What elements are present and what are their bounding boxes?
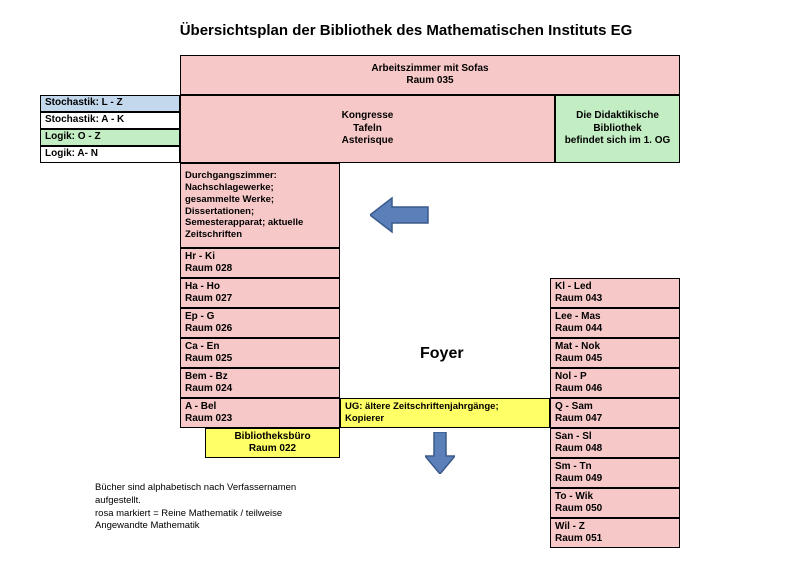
legend-stochastik-lz: Stochastik: L - Z (40, 95, 180, 112)
room-biblioteksbuero: Bibliotheksbüro Raum 022 (205, 428, 340, 458)
room-kongresse: Kongresse Tafeln Asterisque (180, 95, 555, 163)
arbeitszimmer-line1: Arbeitszimmer mit Sofas (371, 63, 488, 76)
legend-r2-text: Stochastik: A - K (45, 114, 124, 127)
legend-r3-text: Logik: O - Z (45, 131, 101, 144)
left-room-number: Raum 024 (185, 383, 232, 396)
room-didaktik: Die Didaktikische Bibliothek befindet si… (555, 95, 680, 163)
arrow-down-icon (425, 432, 455, 474)
footnote-l1: Bücher sind alphabetisch nach Verfassern… (95, 482, 296, 495)
legend-logik-oz: Logik: O - Z (40, 129, 180, 146)
right-room-range: San - Sl (555, 431, 592, 444)
room-arbeitszimmer: Arbeitszimmer mit Sofas Raum 035 (180, 55, 680, 95)
right-room-5: San - SlRaum 048 (550, 428, 680, 458)
ug-l2: Kopierer (345, 413, 384, 425)
biblio-l2: Raum 022 (249, 443, 296, 456)
legend-r4-text: Logik: A- N (45, 148, 98, 161)
left-room-number: Raum 025 (185, 353, 232, 366)
didaktik-l1: Die Didaktikische (576, 110, 659, 123)
right-room-number: Raum 050 (555, 503, 602, 516)
legend-r1-text: Stochastik: L - Z (45, 97, 123, 110)
didaktik-l2: Bibliothek (593, 123, 641, 136)
arrow-left-icon (370, 195, 430, 235)
right-room-number: Raum 045 (555, 353, 602, 366)
durchgang-l2: Nachschlagewerke; (185, 182, 274, 194)
room-ug: UG: ältere Zeitschriftenjahrgänge; Kopie… (340, 398, 550, 428)
right-room-0: Kl - LedRaum 043 (550, 278, 680, 308)
left-room-1: Ha - HoRaum 027 (180, 278, 340, 308)
kongresse-l3: Asterisque (342, 135, 394, 148)
left-room-number: Raum 023 (185, 413, 232, 426)
right-room-3: Nol - PRaum 046 (550, 368, 680, 398)
left-room-3: Ca - EnRaum 025 (180, 338, 340, 368)
biblio-l1: Bibliotheksbüro (234, 431, 310, 444)
right-room-range: Kl - Led (555, 281, 592, 294)
right-room-number: Raum 046 (555, 383, 602, 396)
right-room-number: Raum 047 (555, 413, 602, 426)
left-room-range: Hr - Ki (185, 251, 215, 264)
arbeitszimmer-line2: Raum 035 (406, 75, 453, 88)
ug-l1: UG: ältere Zeitschriftenjahrgänge; (345, 401, 499, 413)
durchgang-l3: gesammelte Werke; (185, 194, 274, 206)
legend-logik-an: Logik: A- N (40, 146, 180, 163)
left-room-range: Ha - Ho (185, 281, 220, 294)
right-room-range: To - Wik (555, 491, 593, 504)
right-room-2: Mat - NokRaum 045 (550, 338, 680, 368)
right-room-number: Raum 048 (555, 443, 602, 456)
right-room-number: Raum 051 (555, 533, 602, 546)
right-room-range: Mat - Nok (555, 341, 600, 354)
durchgang-l1: Durchgangszimmer: (185, 170, 277, 182)
right-room-number: Raum 049 (555, 473, 602, 486)
right-room-range: Lee - Mas (555, 311, 601, 324)
right-room-number: Raum 043 (555, 293, 602, 306)
right-room-range: Wil - Z (555, 521, 585, 534)
room-durchgang: Durchgangszimmer: Nachschlagewerke; gesa… (180, 163, 340, 248)
left-room-range: Bem - Bz (185, 371, 228, 384)
right-room-range: Sm - Tn (555, 461, 592, 474)
left-room-range: A - Bel (185, 401, 216, 414)
durchgang-l4: Dissertationen; (185, 206, 254, 218)
left-room-range: Ep - G (185, 311, 214, 324)
left-room-number: Raum 028 (185, 263, 232, 276)
left-room-2: Ep - GRaum 026 (180, 308, 340, 338)
footnote-l2: aufgestellt. (95, 495, 296, 508)
left-room-range: Ca - En (185, 341, 219, 354)
right-room-number: Raum 044 (555, 323, 602, 336)
left-room-0: Hr - KiRaum 028 (180, 248, 340, 278)
page-title: Übersichtsplan der Bibliothek des Mathem… (0, 22, 812, 39)
kongresse-l2: Tafeln (353, 123, 382, 136)
left-room-number: Raum 026 (185, 323, 232, 336)
durchgang-l6: Zeitschriften (185, 229, 242, 241)
footnote-l4: Angewandte Mathematik (95, 520, 296, 533)
right-room-6: Sm - TnRaum 049 (550, 458, 680, 488)
left-room-5: A - BelRaum 023 (180, 398, 340, 428)
foyer-label: Foyer (420, 345, 464, 363)
right-room-7: To - WikRaum 050 (550, 488, 680, 518)
left-room-number: Raum 027 (185, 293, 232, 306)
footnote-l3: rosa markiert = Reine Mathematik / teilw… (95, 508, 296, 521)
durchgang-l5: Semesterapparat; aktuelle (185, 217, 303, 229)
legend-stochastik-ak: Stochastik: A - K (40, 112, 180, 129)
kongresse-l1: Kongresse (342, 110, 394, 123)
right-room-range: Nol - P (555, 371, 587, 384)
right-room-4: Q - SamRaum 047 (550, 398, 680, 428)
footnote: Bücher sind alphabetisch nach Verfassern… (95, 482, 296, 533)
right-room-8: Wil - ZRaum 051 (550, 518, 680, 548)
right-room-range: Q - Sam (555, 401, 593, 414)
left-room-4: Bem - BzRaum 024 (180, 368, 340, 398)
didaktik-l3: befindet sich im 1. OG (565, 135, 671, 148)
right-room-1: Lee - MasRaum 044 (550, 308, 680, 338)
